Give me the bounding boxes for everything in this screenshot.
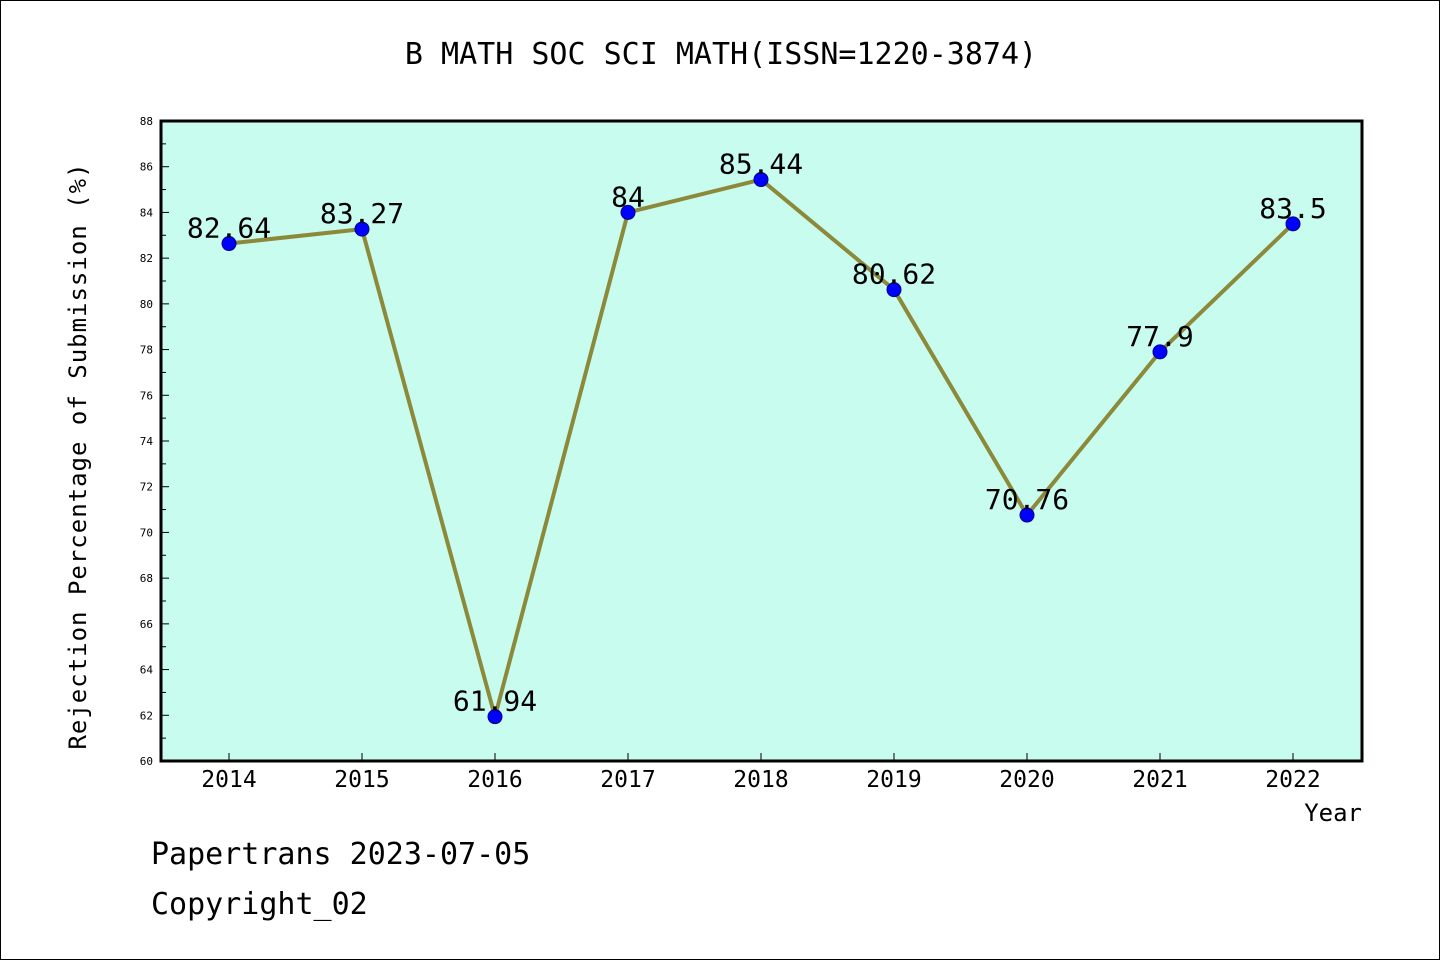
y-tick-label: 66 [140,618,153,631]
data-point [620,204,636,220]
plot-frame [159,119,1364,763]
data-point [1019,507,1035,523]
chart-title: B MATH SOC SCI MATH(ISSN=1220-3874) [404,37,1038,72]
data-label: 80.62 [852,258,936,291]
data-label: 83.27 [320,197,404,230]
data-label: 85.44 [719,148,803,181]
y-tick-label: 72 [140,481,153,494]
y-tick-label: 62 [140,709,153,722]
data-label: 77.9 [1126,320,1193,353]
y-tick-label: 82 [140,252,153,265]
y-tick-label: 78 [140,344,153,357]
y-tick-label: 68 [140,572,153,585]
y-tick-label: 80 [140,298,153,311]
footer-credit: Papertrans 2023-07-05 [151,837,531,872]
y-tick-label: 60 [140,755,153,768]
y-tick-label: 76 [140,389,153,402]
x-tick-label: 2016 [467,767,522,793]
data-point [1285,216,1301,232]
data-label: 83.5 [1259,192,1326,225]
x-axis-label: Year [1304,799,1362,827]
y-tick-label: 88 [140,115,153,128]
data-label: 70.76 [985,483,1069,516]
data-point [221,236,237,252]
y-tick-label: 74 [140,435,154,448]
x-tick-label: 2019 [866,767,921,793]
x-tick-label: 2017 [600,767,655,793]
x-tick-label: 2020 [999,767,1054,793]
x-tick-label: 2021 [1132,767,1187,793]
data-point [354,221,370,237]
footer-copyright: Copyright_02 [151,887,368,922]
y-tick-label: 84 [140,206,154,219]
y-tick-label: 64 [140,664,154,677]
data-label: 84 [611,180,645,213]
data-label: 61.94 [453,685,537,718]
data-point [886,282,902,298]
data-point [753,172,769,188]
data-label: 82.64 [187,212,271,245]
x-tick-label: 2022 [1265,767,1320,793]
x-tick-label: 2015 [334,767,389,793]
y-tick-label: 86 [140,161,153,174]
data-point [487,709,503,725]
data-point [1152,344,1168,360]
x-tick-label: 2014 [201,767,256,793]
x-tick-label: 2018 [733,767,788,793]
y-tick-label: 70 [140,526,153,539]
